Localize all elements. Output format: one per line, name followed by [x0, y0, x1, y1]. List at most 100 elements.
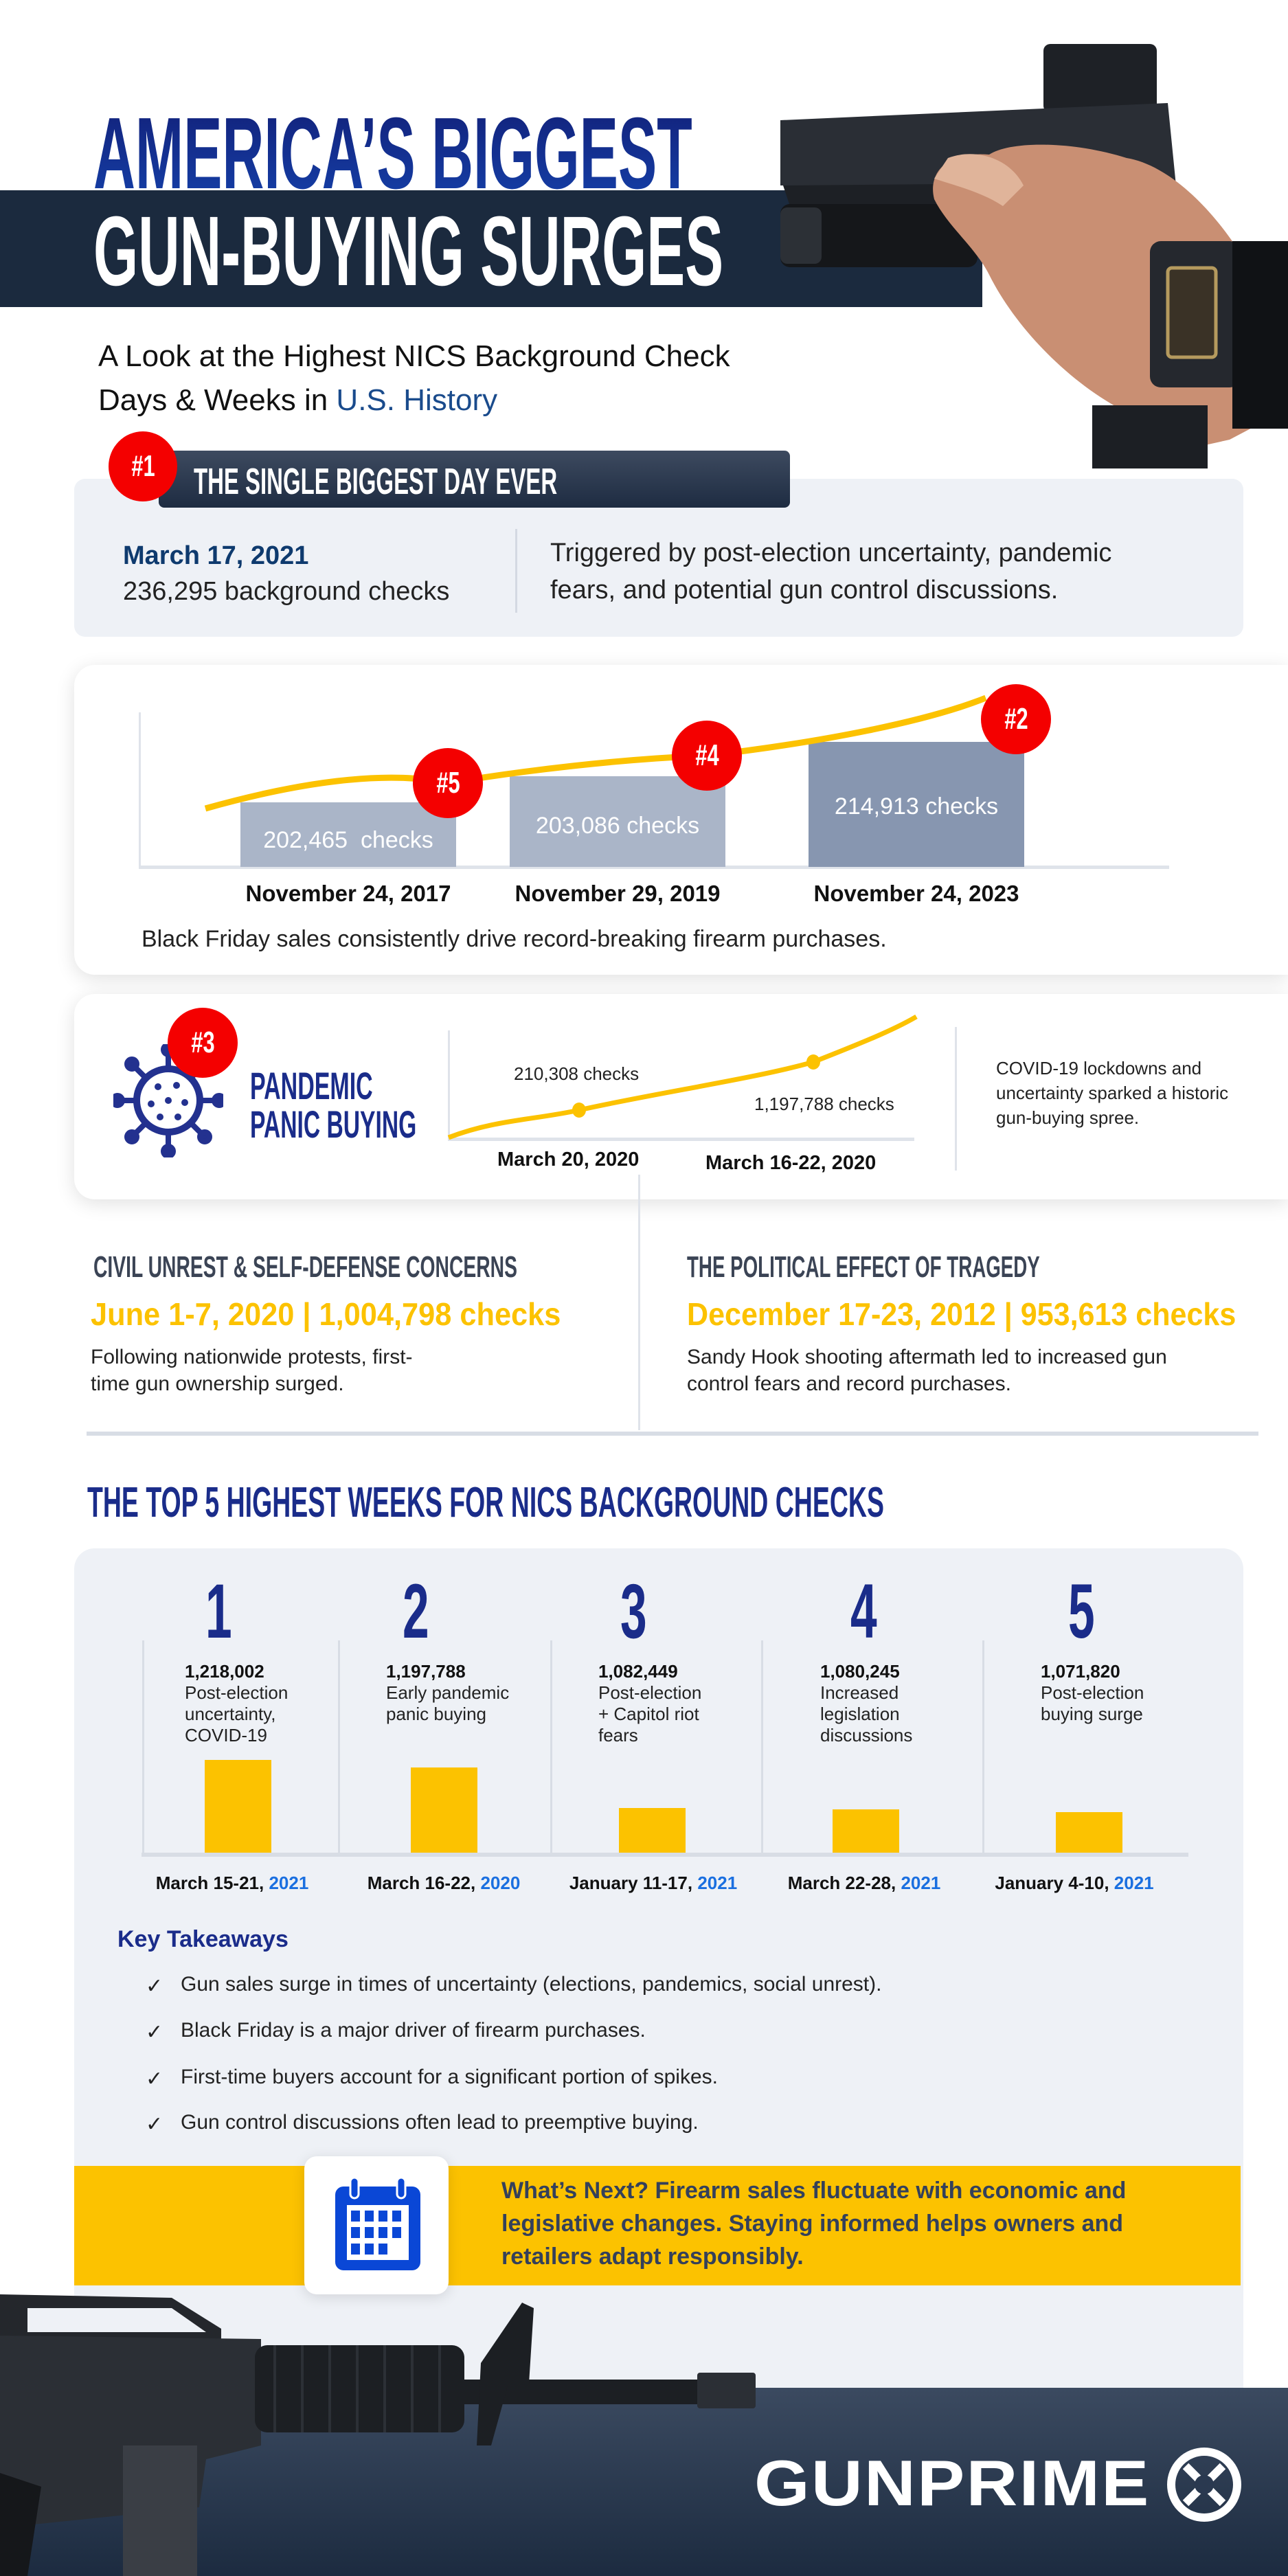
- tragedy-heading: THE POLITICAL EFFECT OF TRAGEDY: [687, 1250, 1040, 1284]
- week-date: January 11-17, 2021: [550, 1874, 756, 1892]
- week-bar: [833, 1809, 899, 1853]
- divider: [955, 1027, 957, 1171]
- point-march-16-22: [806, 1054, 820, 1070]
- black-friday-caption: Black Friday sales consistently drive re…: [142, 926, 887, 952]
- subtitle-line2: Days & Weeks in U.S. History: [98, 385, 497, 416]
- top-weeks-baseline: [142, 1853, 1188, 1857]
- week-rank: 3: [620, 1568, 647, 1654]
- tragedy-stat: December 17-23, 2012 | 953,613 checks: [687, 1296, 1236, 1332]
- week-checks: 1,197,788: [386, 1661, 466, 1682]
- week-description: uncertainty,: [185, 1704, 276, 1724]
- point-march-20: [572, 1103, 586, 1118]
- column-divider: [550, 1640, 552, 1855]
- column-divider: [638, 1175, 640, 1430]
- takeaway-item: First-time buyers account for a signific…: [181, 2066, 718, 2088]
- section-divider: [87, 1432, 1258, 1436]
- civil-unrest-body-line2: time gun ownership surged.: [91, 1372, 344, 1395]
- title-line2: GUN-BUYING SURGES: [93, 196, 724, 306]
- bar-2023: [809, 742, 1024, 867]
- check-icon: ✓: [146, 1975, 163, 1998]
- week-rank: 4: [850, 1568, 877, 1654]
- pandemic-description-line3: gun-buying spree.: [996, 1107, 1140, 1128]
- pandemic-curve: [447, 1014, 918, 1140]
- week-description: Early pandemic: [386, 1682, 510, 1703]
- week-year: 2021: [269, 1873, 309, 1893]
- check-icon: ✓: [146, 2113, 163, 2136]
- pandemic-card: [74, 994, 1288, 1199]
- week-bar: [411, 1767, 477, 1853]
- biggest-day-checks: 236,295 background checks: [123, 577, 450, 606]
- civil-unrest-heading: CIVIL UNREST & SELF-DEFENSE CONCERNS: [93, 1250, 517, 1284]
- column-divider: [761, 1640, 763, 1855]
- week-description: + Capitol riot: [598, 1704, 699, 1724]
- whats-next-line2: legislative changes. Staying informed he…: [501, 2211, 1124, 2237]
- takeaway-item: Gun control discussions often lead to pr…: [181, 2111, 699, 2134]
- column-divider: [338, 1640, 340, 1855]
- week-description: Increased: [820, 1682, 899, 1703]
- check-icon: ✓: [146, 2068, 163, 2090]
- biggest-day-heading: THE SINGLE BIGGEST DAY EVER: [194, 461, 558, 502]
- civil-unrest-stat: June 1-7, 2020 | 1,004,798 checks: [91, 1296, 561, 1332]
- week-date-range: March 15-21,: [155, 1873, 269, 1893]
- pandemic-point-label-2: 1,197,788 checks: [754, 1094, 894, 1114]
- biggest-day-date: March 17, 2021: [123, 541, 309, 570]
- week-bar: [619, 1808, 686, 1853]
- week-description: COVID-19: [185, 1725, 267, 1745]
- pandemic-title-line2: PANIC BUYING: [250, 1103, 417, 1146]
- pandemic-point-label-1: 210,308 checks: [514, 1063, 640, 1084]
- bar-2017: [240, 802, 456, 867]
- week-description: fears: [598, 1725, 638, 1745]
- top-weeks-heading: THE TOP 5 HIGHEST WEEKS FOR NICS BACKGRO…: [87, 1479, 884, 1526]
- rifle-image: [0, 2294, 756, 2576]
- rank-badge-text: #1: [131, 449, 155, 483]
- check-icon: ✓: [146, 2021, 163, 2044]
- week-bar: [1056, 1812, 1122, 1853]
- chart-x-axis: [139, 866, 1169, 869]
- bar-label-2023: 214,913 checks: [834, 793, 999, 820]
- takeaways-heading: Key Takeaways: [117, 1926, 289, 1952]
- pandemic-date-2: March 16-22, 2020: [705, 1152, 877, 1174]
- rank-badge-text: #5: [436, 766, 460, 800]
- rank-badge-text: #2: [1004, 702, 1028, 736]
- whats-next-banner: [74, 2166, 1241, 2285]
- week-description: legislation: [820, 1704, 900, 1724]
- pistol-image: [780, 44, 1288, 468]
- week-rank: 2: [403, 1568, 429, 1654]
- column-divider: [982, 1640, 984, 1855]
- week-description: buying surge: [1041, 1704, 1143, 1724]
- week-description: panic buying: [386, 1704, 486, 1724]
- biggest-day-description-line2: fears, and potential gun control discuss…: [550, 576, 1059, 605]
- week-year: 2021: [901, 1873, 941, 1893]
- week-checks: 1,218,002: [185, 1661, 264, 1682]
- rank-badge-text: #4: [694, 738, 719, 772]
- whats-next-line1: What’s Next? Firearm sales fluctuate wit…: [501, 2178, 1127, 2204]
- week-date-range: March 16-22,: [367, 1873, 481, 1893]
- week-description: Post-election: [1041, 1682, 1144, 1703]
- bar-label-2019: 203,086 checks: [535, 813, 700, 839]
- week-description: Post-election: [598, 1682, 702, 1703]
- week-description: discussions: [820, 1725, 913, 1745]
- rank-badge-text: #3: [190, 1026, 215, 1059]
- pandemic-description-line2: uncertainty sparked a historic: [996, 1083, 1229, 1103]
- date-label-2023: November 24, 2023: [813, 881, 1019, 906]
- tragedy-body-line2: control fears and record purchases.: [687, 1372, 1011, 1395]
- rank-badge-2: #2: [981, 684, 1051, 754]
- pandemic-x-axis: [448, 1138, 914, 1141]
- week-checks: 1,071,820: [1041, 1661, 1120, 1682]
- week-date: January 4-10, 2021: [971, 1874, 1177, 1892]
- week-date-range: January 11-17,: [569, 1873, 698, 1893]
- column-divider: [142, 1640, 144, 1855]
- takeaway-item: Gun sales surge in times of uncertainty …: [181, 1973, 882, 1996]
- week-year: 2021: [697, 1873, 738, 1893]
- biggest-day-description-line1: Triggered by post-election uncertainty, …: [550, 539, 1112, 567]
- divider: [515, 529, 517, 613]
- trend-line: [204, 694, 987, 812]
- week-checks: 1,080,245: [820, 1661, 900, 1682]
- week-date-range: March 22-28,: [787, 1873, 901, 1893]
- week-rank: 5: [1068, 1568, 1095, 1654]
- subtitle-prefix: Days & Weeks in: [98, 383, 337, 417]
- civil-unrest-body-line1: Following nationwide protests, first-: [91, 1346, 413, 1368]
- week-date: March 15-21, 2021: [129, 1874, 335, 1892]
- takeaway-item: Black Friday is a major driver of firear…: [181, 2019, 646, 2042]
- week-bar: [205, 1760, 271, 1853]
